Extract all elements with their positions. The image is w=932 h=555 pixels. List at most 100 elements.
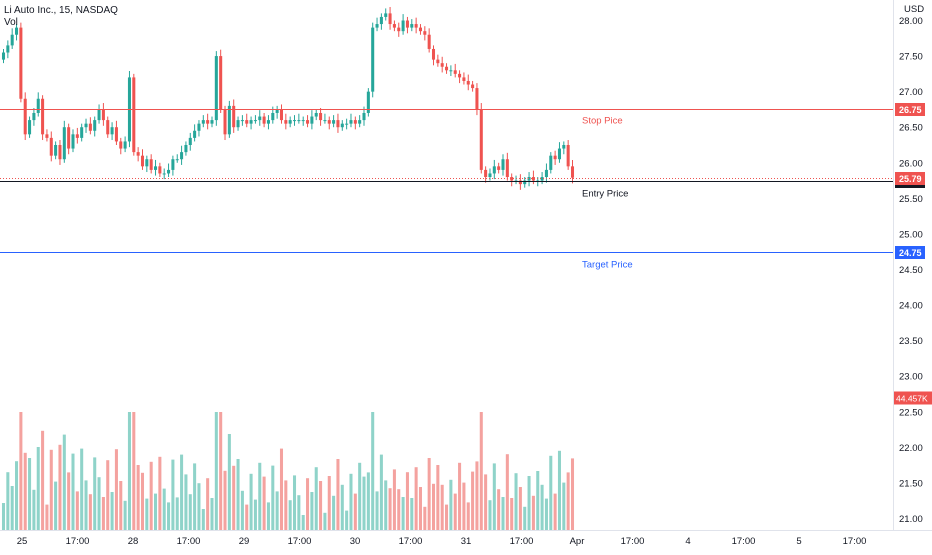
candle-body [397,27,401,32]
candle-body [353,120,357,124]
volume-bar [388,488,392,530]
price-tick-label: 21.00 [899,514,923,525]
candle-body [319,112,323,121]
volume-bar [249,473,253,530]
candle-body [84,123,88,128]
candle-body [201,120,205,124]
candle-body [427,34,431,49]
candle-body [162,173,166,175]
price-tick-label: 27.50 [899,52,923,63]
time-tick-label: 17:00 [66,536,90,547]
candle-body [570,166,575,178]
candle-body [275,109,279,113]
volume-bar [167,502,171,530]
candle-body [288,120,292,124]
candle-body [101,109,105,121]
candle-body [214,56,218,121]
volume-bar [258,462,262,530]
volume-bar [418,487,422,530]
candle-body [279,109,284,121]
candle-body [106,120,110,135]
candle-body [28,120,32,135]
price-tick-label: 24.50 [899,265,923,276]
candle-body [414,24,418,28]
volume-bar [132,412,136,530]
volume-bar [114,449,118,530]
symbol-title[interactable]: Li Auto Inc., 15, NASDAQ [4,5,118,16]
time-tick-label: 17:00 [732,536,756,547]
candle-body [471,84,475,89]
volume-bar [475,461,479,530]
volume-bar [392,469,396,530]
volume-bar [184,474,188,530]
candle-body [240,120,244,122]
candle-body [184,145,188,153]
volume-bar [188,494,192,530]
volume-bar [232,465,236,530]
volume-bar [536,471,540,530]
candle-body [262,116,266,124]
volume-bar [1,503,6,530]
candle-body [475,88,479,110]
volume-bar [510,498,514,530]
candle-body [531,177,535,181]
candle-body [36,98,40,113]
level-price-tag-text: 24.75 [899,248,922,258]
candle-body [271,112,275,121]
candle-body [310,116,314,124]
volume-bar [45,504,49,530]
last-price-tag [895,172,925,185]
volume-bar [527,476,531,530]
price-tick-label: 23.00 [899,372,923,383]
volume-bar [523,506,527,530]
volume-bar [501,497,505,530]
candle-body [23,98,27,135]
price-axis[interactable]: 28.00 27.50 27.00 26.50 26.00 25.50 25.00 24.50… [893,0,925,530]
volume-bar [349,473,353,530]
volume-bar [28,458,32,530]
candle-body [297,120,301,122]
level-price-tag-text: 26.75 [899,105,922,115]
candle-body [227,105,231,135]
price-tick-label: 28.00 [899,16,923,27]
volume-bar [379,454,383,530]
candle-body [253,120,257,122]
candle-body [232,105,236,128]
candle-body [423,31,427,35]
volume-bar [466,502,470,530]
time-tick-label: 5 [796,536,801,547]
time-axis[interactable]: 25 17:00 28 17:00 29 17:00 30 17:00 31 17:00 Apr 17… [0,530,932,548]
volume-bar [84,480,88,530]
volume-bar [336,459,340,530]
volume-bar [570,458,575,530]
volume-bar [531,495,535,530]
candle-body [488,173,492,178]
volume-bar [279,448,284,530]
candle-body [136,152,140,156]
candle-body [445,66,449,71]
volume-bar [566,472,570,530]
volume-bar [71,453,75,530]
candle-body [418,27,422,32]
candle-body [523,180,527,185]
price-tick-label: 23.50 [899,336,923,347]
candle-body [206,120,210,124]
price-tick-label: 26.50 [899,123,923,134]
volume-bar [292,475,297,530]
volume-bar [36,447,40,530]
candle-body [197,123,201,131]
volume-bar [123,500,127,530]
candle-body [188,137,192,145]
volume-bar [210,498,214,530]
volume-bar [10,486,14,530]
volume-bar [405,472,409,530]
volume-bar [97,477,101,530]
volume-bar [227,434,231,530]
price-tick-label: 26.00 [899,158,923,169]
volume-bar [340,484,344,530]
volume-bar [266,502,270,530]
candle-body [193,130,197,138]
